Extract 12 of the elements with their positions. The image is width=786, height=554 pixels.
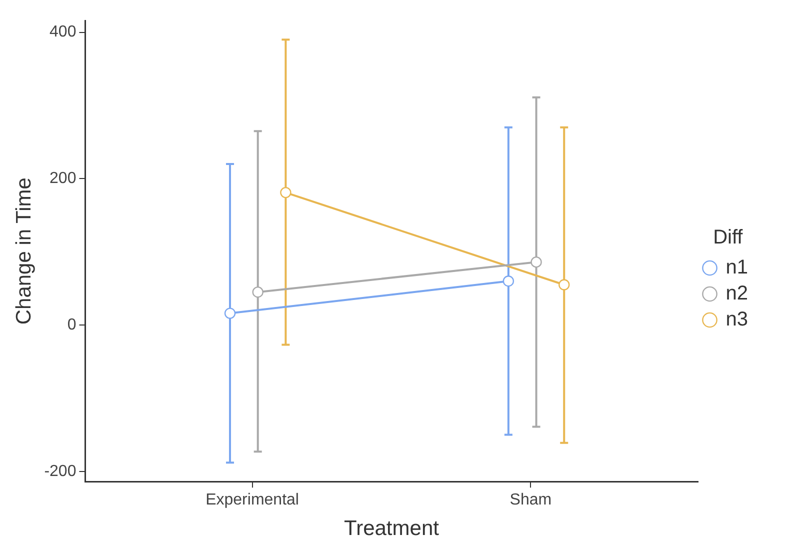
- y-axis-title: Change in Time: [12, 178, 36, 325]
- y-tick-label: 200: [50, 170, 76, 188]
- y-tick-label: 400: [50, 24, 76, 41]
- x-axis-title: Treatment: [344, 517, 440, 540]
- legend-label: n1: [726, 256, 748, 279]
- legend-title: Diff: [713, 226, 744, 249]
- y-tick-label: -200: [44, 462, 76, 480]
- x-tick-label: Sham: [510, 492, 552, 509]
- legend-label: n3: [726, 308, 748, 331]
- legend-label: n2: [726, 282, 748, 305]
- x-tick-label: Experimental: [206, 492, 299, 509]
- y-tick-label: 0: [67, 316, 76, 334]
